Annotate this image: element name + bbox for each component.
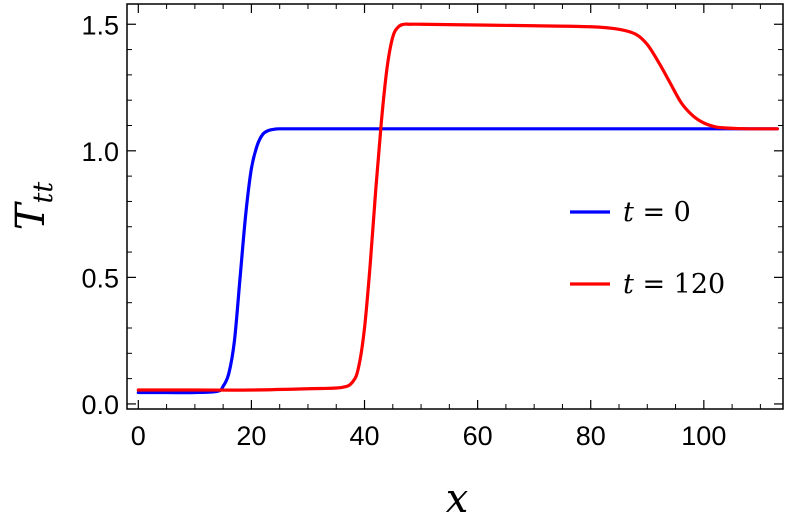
svg-text:Ttt: Ttt [8,182,59,231]
series-line-1 [136,22,779,392]
legend-label-variable: t [623,269,634,300]
x-tick-label: 20 [236,421,266,451]
legend-label-1: t = 120 [623,269,725,300]
series-layer [136,22,779,395]
y-axis-label-subscript: tt [28,182,59,204]
y-tick-label: 0.0 [81,390,119,420]
x-tick-label: 80 [576,421,606,451]
y-tick-label: 0.5 [81,263,119,293]
x-tick-label: 0 [131,421,146,451]
plot-frame [126,3,784,410]
tick-marks [127,4,783,409]
x-tick-label: 60 [463,421,493,451]
legend-label-value: = 0 [634,197,691,228]
y-tick-label: 1.0 [81,137,119,167]
y-axis-label-main: T [8,200,54,230]
x-axis-label: x [446,476,469,520]
x-tick-label: 100 [681,421,726,451]
legend: t = 0t = 120 [570,197,725,300]
x-tick-label: 40 [349,421,379,451]
legend-label-variable: t [623,197,634,228]
y-axis-label: Ttt [8,182,59,231]
legend-label-value: = 120 [634,269,725,300]
series-line-0 [136,127,779,395]
legend-label-0: t = 0 [623,197,691,228]
y-tick-label: 1.5 [81,10,119,40]
tick-labels: 0 20 40 60 80 100 0.0 0.5 1.0 1.5 [81,10,726,451]
